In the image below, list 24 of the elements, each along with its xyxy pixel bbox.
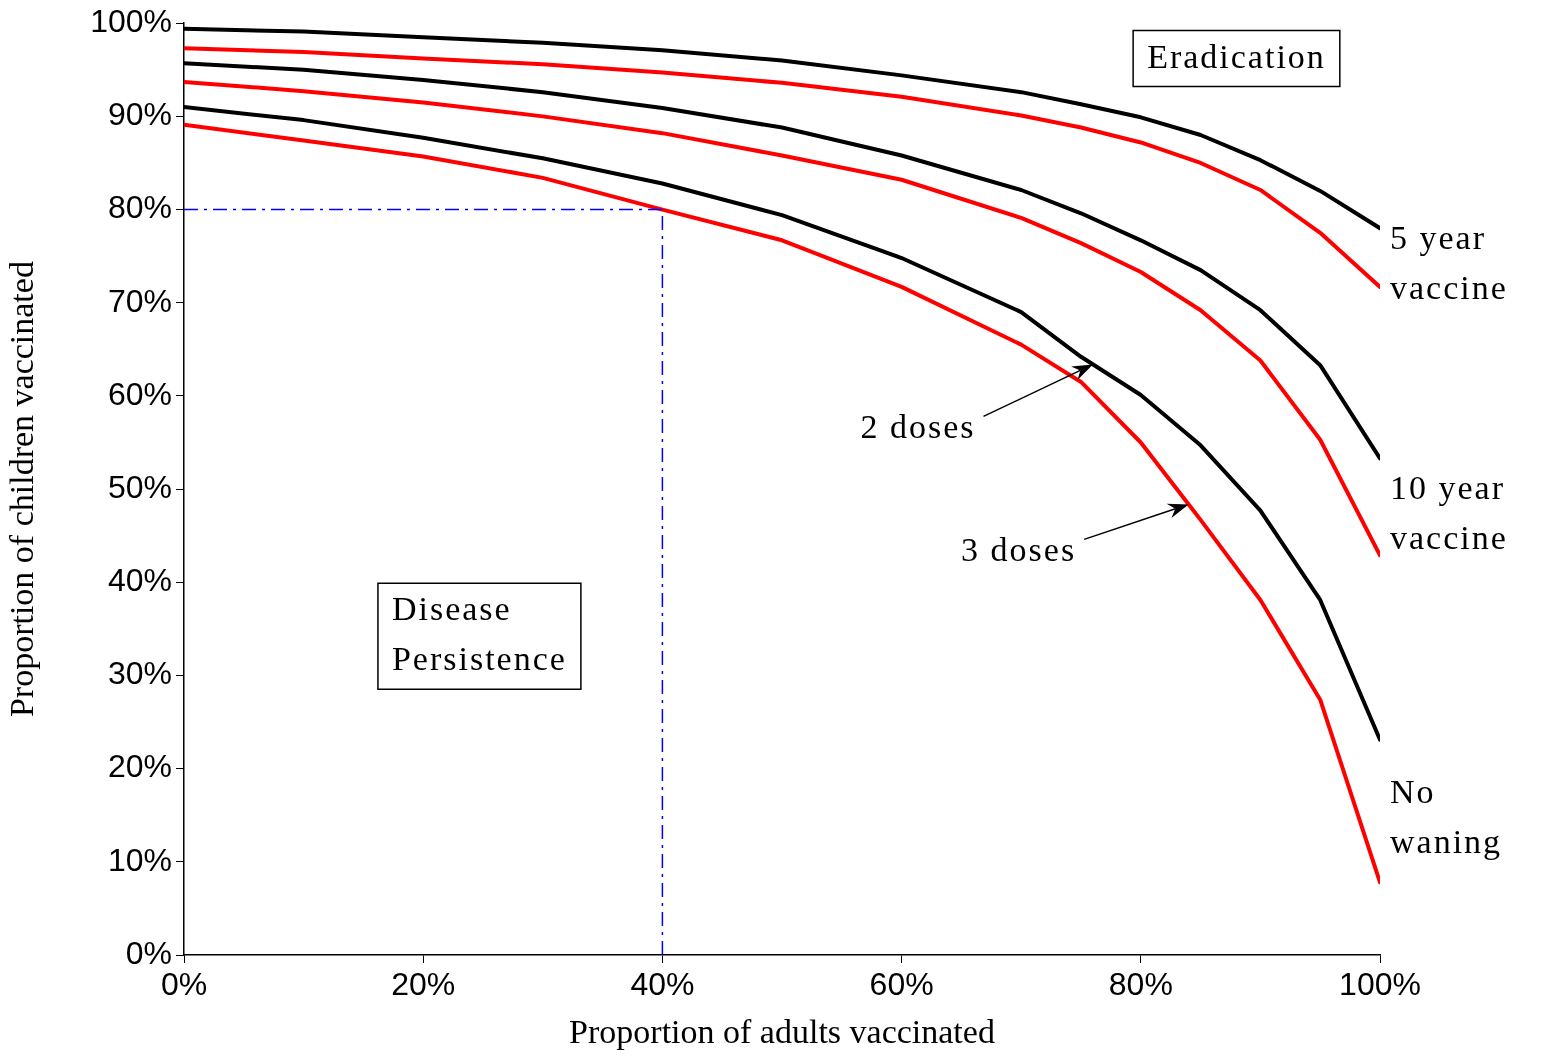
text: 5 year vaccine (1390, 219, 1508, 307)
annotation: 3 doses (961, 531, 1077, 569)
x-tick-label: 100% (1339, 966, 1421, 1003)
y-tick-label: 90% (107, 96, 172, 133)
y-tick-label: 10% (107, 841, 172, 878)
x-tick-label: 60% (869, 966, 934, 1003)
x-tick-label: 40% (630, 966, 695, 1003)
annotation: Eradication (1147, 37, 1326, 75)
annotation: 2 doses (860, 408, 976, 446)
y-tick-label: 30% (107, 655, 172, 692)
y-tick-label: 80% (107, 189, 172, 226)
y-tick-label: 70% (107, 282, 172, 319)
y-tick-label: 100% (90, 3, 172, 40)
x-tick-label: 80% (1108, 966, 1173, 1003)
y-tick-label: 20% (107, 748, 172, 785)
y-tick-label: 40% (107, 562, 172, 599)
y-axis-title: Proportion of children vaccinated (3, 261, 41, 718)
annotation: Disease Persistence (391, 590, 567, 678)
y-tick-label: 60% (107, 375, 172, 412)
x-tick-label: 20% (391, 966, 456, 1003)
x-axis-title: Proportion of adults vaccinated (569, 1012, 995, 1050)
text: No waning (1390, 772, 1503, 860)
y-tick-label: 50% (107, 468, 172, 505)
text: 10 year vaccine (1390, 468, 1508, 556)
